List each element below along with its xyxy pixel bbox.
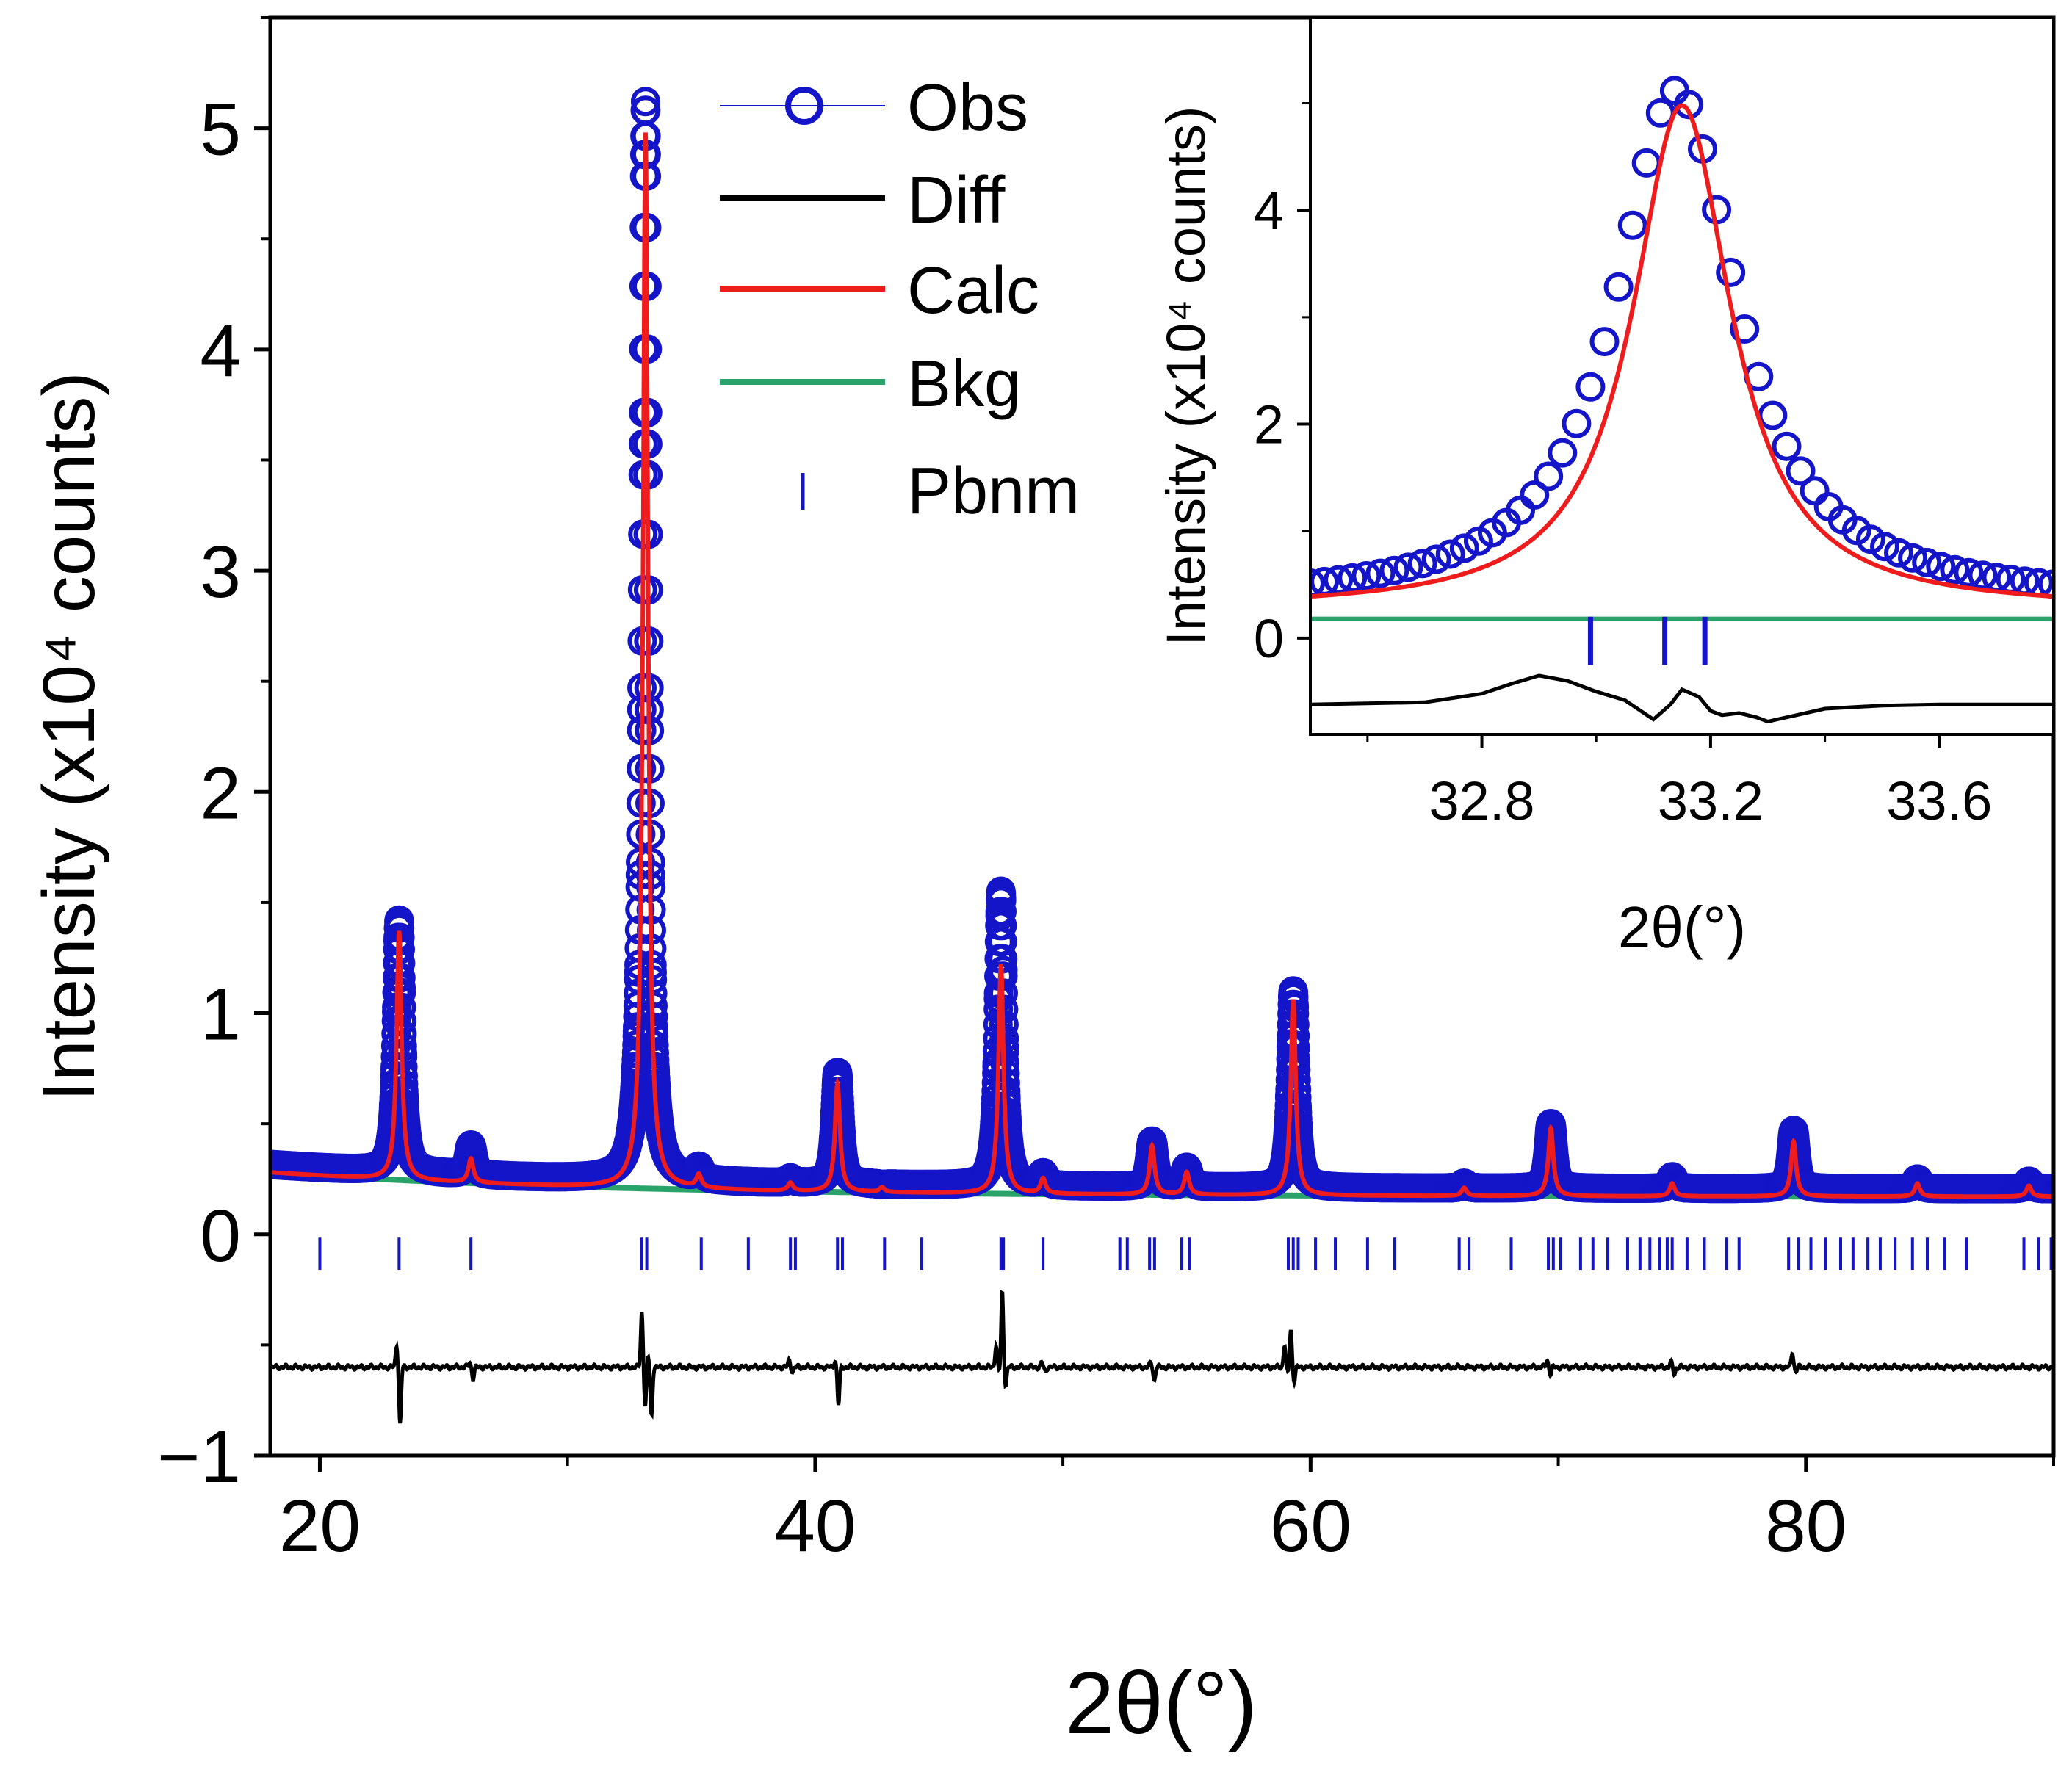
main-x-tick-label: 80 — [1765, 1485, 1847, 1567]
main-x-tick-label: 40 — [774, 1485, 856, 1567]
main-y-tick-label: 0 — [200, 1195, 241, 1277]
main-x-axis-title: 2θ(°) — [1065, 1654, 1257, 1752]
inset-y-tick-label: 4 — [1254, 180, 1284, 241]
inset-y-tick-label: 0 — [1254, 608, 1284, 669]
inset-y-tick-label: 2 — [1254, 394, 1284, 455]
main-x-tick-label: 20 — [279, 1485, 361, 1567]
main-y-tick-label: 1 — [200, 974, 241, 1056]
main-y-tick-label: 5 — [200, 89, 241, 171]
main-y-tick-label: 4 — [200, 310, 241, 392]
obs-point — [987, 927, 1017, 957]
inset-x-axis-title: 2θ(°) — [1618, 895, 1746, 960]
main-y-tick-label: −1 — [157, 1416, 241, 1498]
obs-point — [630, 87, 660, 117]
obs-point — [987, 897, 1017, 927]
main-y-tick-label: 3 — [200, 531, 241, 613]
inset-x-tick-label: 33.2 — [1658, 770, 1764, 831]
inset-x-tick-label: 32.8 — [1429, 770, 1535, 831]
legend-pbnm-label: Pbnm — [907, 455, 1080, 528]
legend-bkg-label: Bkg — [907, 347, 1021, 421]
inset-background — [1310, 18, 2054, 734]
main-x-tick-label: 60 — [1270, 1485, 1351, 1567]
legend-calc-label: Calc — [907, 254, 1039, 328]
main-y-axis-title: Intensity (x10⁴ counts) — [28, 372, 110, 1101]
main-y-tick-label: 2 — [200, 752, 241, 834]
legend-obs-label: Obs — [907, 71, 1028, 145]
inset-x-tick-label: 33.6 — [1886, 770, 1992, 831]
inset-y-axis-title: Intensity (x10⁴ counts) — [1155, 106, 1216, 646]
obs-point — [987, 911, 1017, 941]
legend-diff-label: Diff — [907, 164, 1006, 237]
